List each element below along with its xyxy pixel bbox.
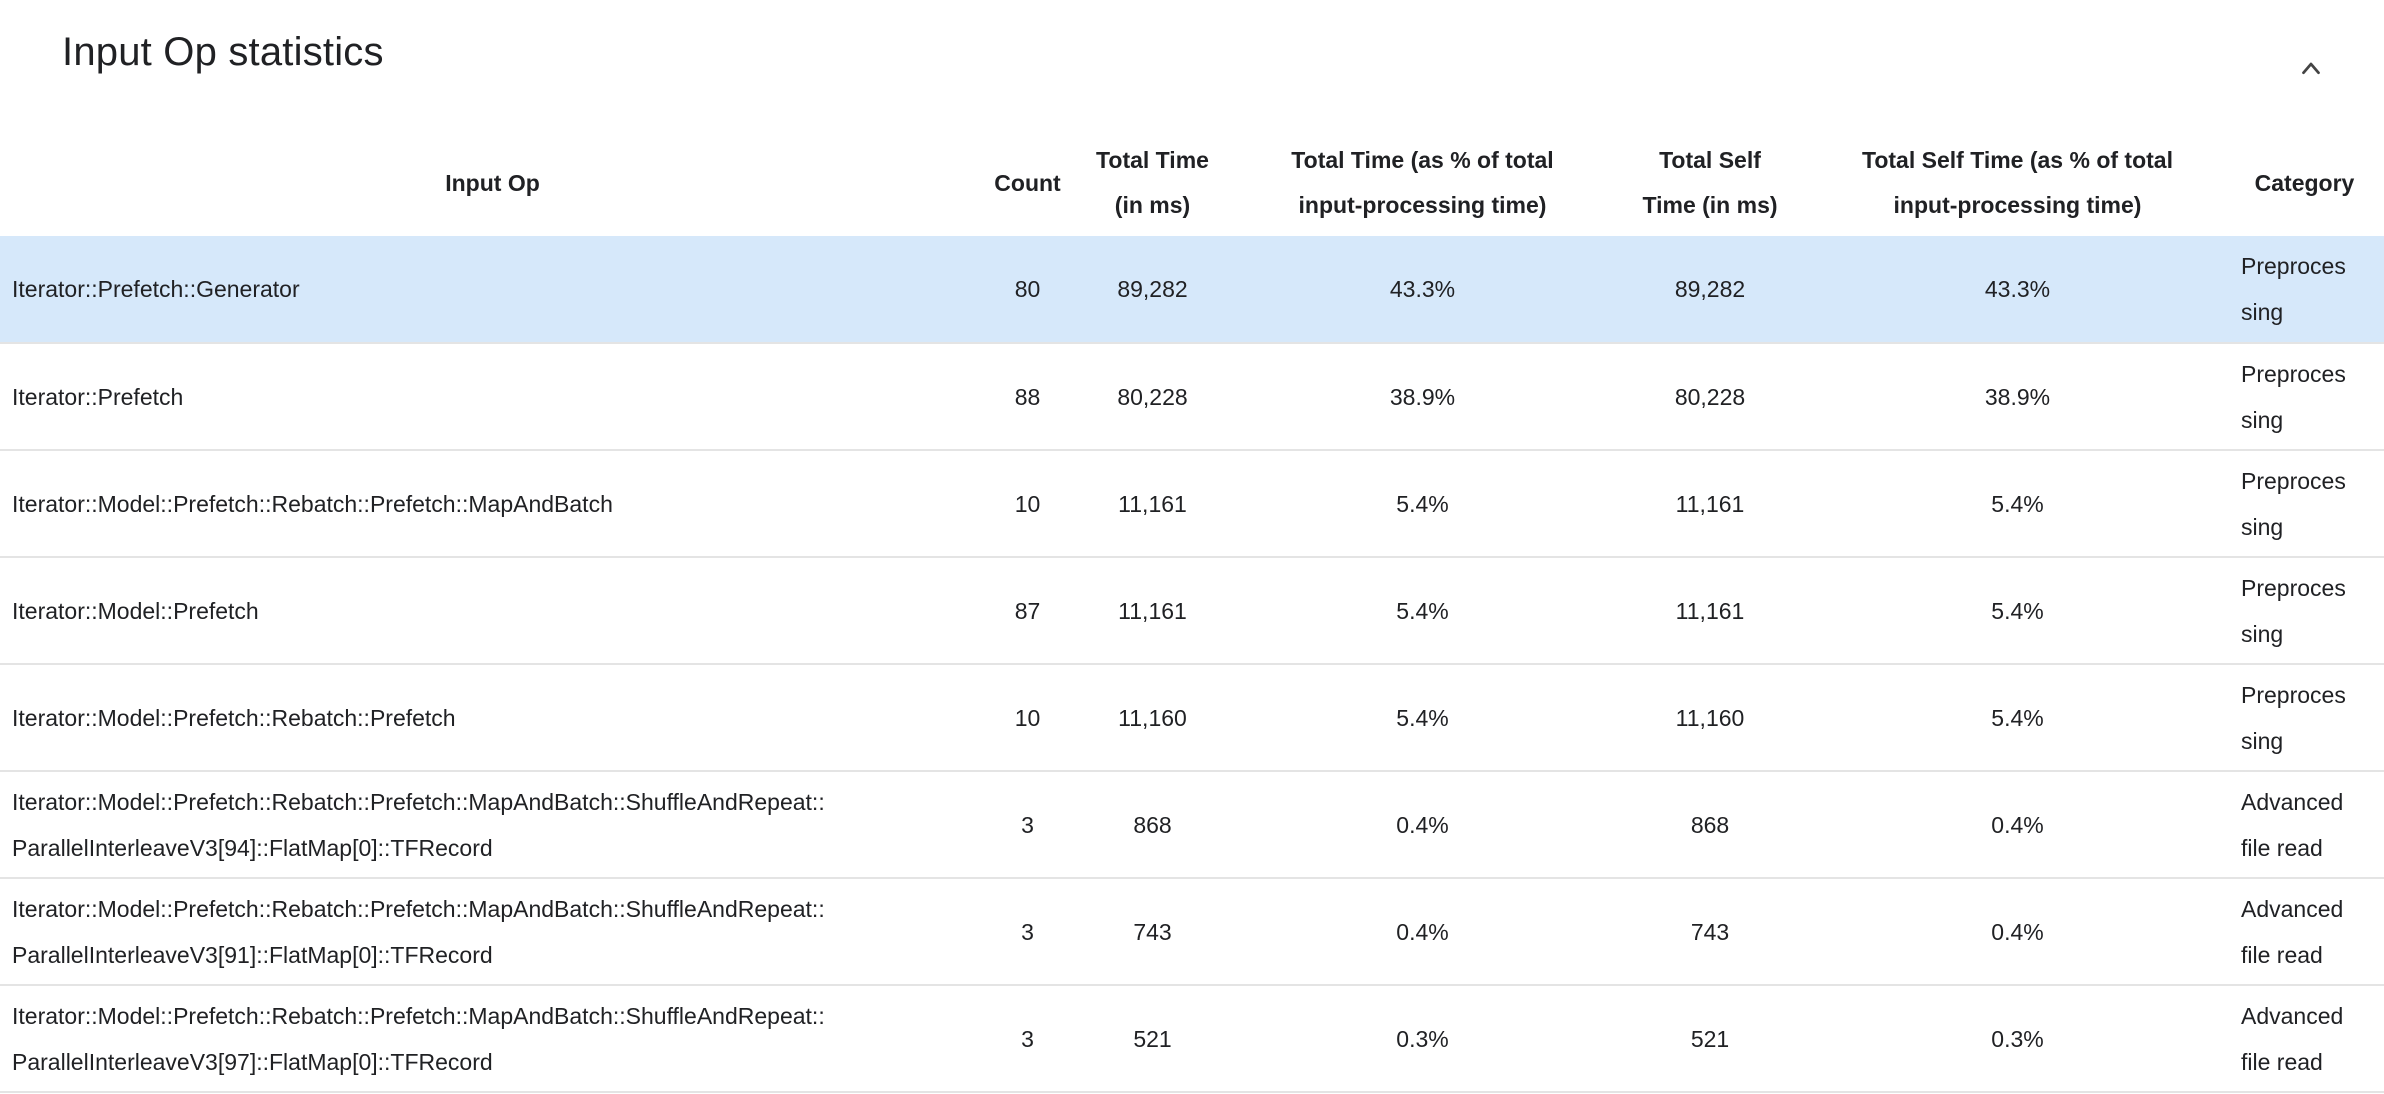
- table-row[interactable]: Iterator::Model::Prefetch::Rebatch::Pref…: [0, 771, 2384, 878]
- count-cell: 3: [1021, 918, 1034, 945]
- total-time-cell: 89,282: [1117, 276, 1188, 302]
- total-time-pct-cell: 5.4%: [1396, 597, 1449, 624]
- total-time-pct-cell: 43.3%: [1389, 276, 1456, 302]
- count-cell: 3: [1021, 1025, 1034, 1052]
- self-time-pct-cell: 5.4%: [1991, 490, 2044, 517]
- self-time-cell: 743: [1690, 918, 1730, 945]
- total-time-cell: 11,161: [1118, 490, 1187, 517]
- collapse-button[interactable]: [2292, 50, 2330, 88]
- input-op-cell: Iterator::Model::Prefetch: [12, 597, 259, 624]
- self-time-cell: 80,228: [1674, 383, 1746, 410]
- total-time-pct-cell: 0.4%: [1396, 811, 1449, 838]
- count-cell: 88: [1014, 383, 1041, 410]
- total-time-pct-cell: 5.4%: [1396, 490, 1449, 517]
- table-row[interactable]: Iterator::Model::Prefetch::Rebatch::Pref…: [0, 878, 2384, 985]
- total-time-cell: 11,161: [1118, 597, 1187, 624]
- self-time-pct-cell: 0.4%: [1991, 811, 2044, 838]
- input-op-cell: Iterator::Model::Prefetch::Rebatch::Pref…: [12, 788, 825, 861]
- category-cell: Preprocessing: [2241, 574, 2346, 647]
- count-cell: 87: [1014, 597, 1041, 624]
- panel-title: Input Op statistics: [62, 30, 384, 74]
- count-cell: 3: [1021, 811, 1034, 838]
- column-header-input-op: Input Op: [445, 169, 540, 196]
- table-row[interactable]: Iterator::Model::Prefetch::Rebatch::Pref…: [0, 664, 2384, 771]
- category-cell: Advanced file read: [2241, 1002, 2344, 1075]
- input-op-table: Input Op Count Total Time (in ms) Total …: [0, 130, 2384, 1093]
- count-cell: 80: [1014, 276, 1041, 302]
- table-row[interactable]: Iterator::Model::Prefetch::Rebatch::Pref…: [0, 450, 2384, 557]
- self-time-pct-cell: 5.4%: [1991, 704, 2044, 731]
- total-time-cell: 521: [1133, 1025, 1172, 1052]
- self-time-pct-cell: 0.4%: [1991, 918, 2044, 945]
- column-header-category: Category: [2254, 169, 2355, 196]
- panel-header: Input Op statistics: [0, 0, 2384, 130]
- category-cell: Preprocessing: [2241, 360, 2346, 433]
- self-time-cell: 521: [1690, 1025, 1730, 1052]
- category-cell: Advanced file read: [2241, 788, 2344, 861]
- table-row[interactable]: Iterator::Model::Prefetch 87 11,161 5.4%…: [0, 557, 2384, 664]
- column-header-total-time-pct: Total Time (as % of total input-processi…: [1291, 147, 1554, 218]
- table-row[interactable]: Iterator::Model::Prefetch::Rebatch::Pref…: [0, 985, 2384, 1092]
- input-op-cell: Iterator::Model::Prefetch::Rebatch::Pref…: [12, 895, 825, 968]
- self-time-cell: 11,161: [1675, 490, 1745, 517]
- self-time-cell: 868: [1690, 811, 1730, 838]
- category-cell: Preprocessing: [2241, 467, 2346, 540]
- category-cell: Preprocessing: [2241, 681, 2346, 754]
- count-cell: 10: [1014, 704, 1041, 731]
- table-header-row: Input Op Count Total Time (in ms) Total …: [0, 130, 2384, 236]
- column-header-total-time: Total Time (in ms): [1096, 147, 1209, 218]
- category-cell: Preprocessing: [2241, 253, 2346, 325]
- total-time-cell: 80,228: [1117, 383, 1188, 410]
- self-time-pct-cell: 5.4%: [1991, 597, 2044, 624]
- column-header-count: Count: [994, 169, 1061, 196]
- self-time-cell: 11,160: [1675, 704, 1745, 731]
- table-row[interactable]: Iterator::Prefetch 88 80,228 38.9% 80,22…: [0, 343, 2384, 450]
- total-time-pct-cell: 5.4%: [1396, 704, 1449, 731]
- chevron-up-icon: [2296, 62, 2326, 87]
- category-cell: Advanced file read: [2241, 895, 2344, 968]
- self-time-cell: 11,161: [1675, 597, 1745, 624]
- input-op-cell: Iterator::Prefetch: [12, 383, 184, 410]
- total-time-pct-cell: 0.4%: [1396, 918, 1449, 945]
- column-header-total-self-time-pct: Total Self Time (as % of total input-pro…: [1862, 147, 2173, 218]
- count-cell: 10: [1014, 490, 1041, 517]
- column-header-total-self-time: Total Self Time (in ms): [1642, 147, 1778, 218]
- self-time-pct-cell: 38.9%: [1984, 383, 2051, 410]
- input-op-cell: Iterator::Model::Prefetch::Rebatch::Pref…: [12, 704, 456, 731]
- self-time-pct-cell: 0.3%: [1991, 1025, 2044, 1052]
- self-time-cell: 89,282: [1674, 276, 1746, 302]
- self-time-pct-cell: 43.3%: [1984, 276, 2051, 302]
- input-op-cell: Iterator::Model::Prefetch::Rebatch::Pref…: [12, 490, 613, 517]
- total-time-cell: 743: [1133, 918, 1172, 945]
- table-row[interactable]: Iterator::Prefetch::Generator 80 89,282 …: [0, 236, 2384, 343]
- input-op-cell: Iterator::Model::Prefetch::Rebatch::Pref…: [12, 1002, 825, 1075]
- total-time-pct-cell: 0.3%: [1396, 1025, 1449, 1052]
- total-time-cell: 11,160: [1118, 704, 1187, 731]
- input-op-cell: Iterator::Prefetch::Generator: [12, 276, 300, 302]
- total-time-cell: 868: [1133, 811, 1172, 838]
- total-time-pct-cell: 38.9%: [1389, 383, 1456, 410]
